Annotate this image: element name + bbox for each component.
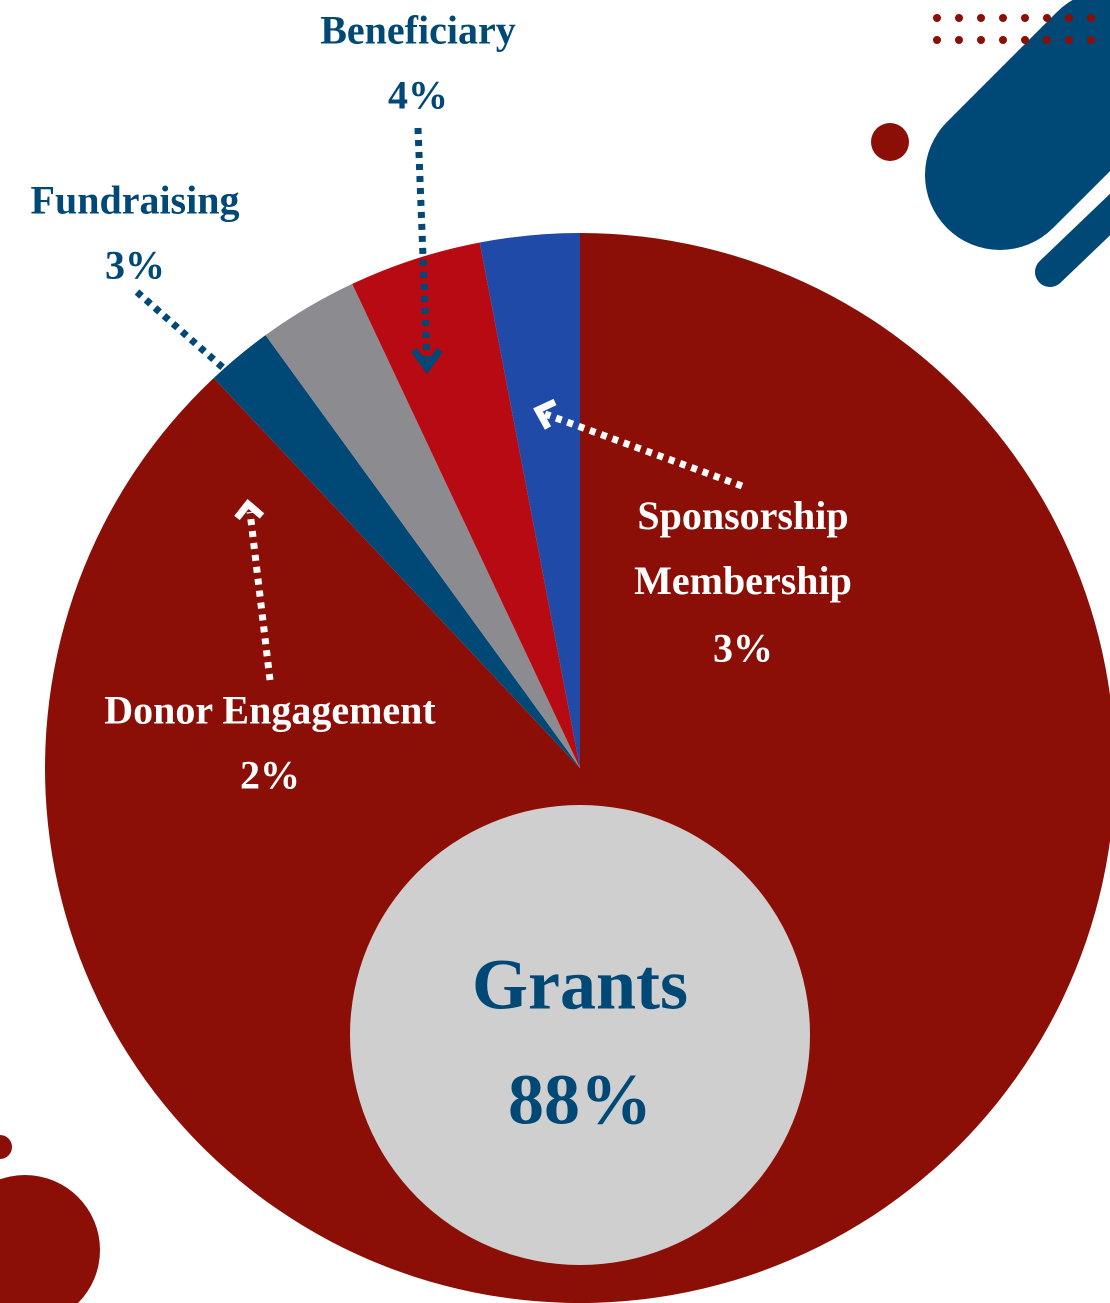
value-label: 3%	[713, 625, 773, 671]
pie-slice	[479, 233, 580, 768]
slices	[45, 233, 1110, 1303]
value-label: 3%	[105, 242, 165, 288]
value-label: 2%	[240, 752, 300, 798]
slice-label: Grants	[472, 944, 688, 1025]
value-label: 4%	[388, 72, 448, 118]
pie-slice	[352, 242, 580, 768]
pie-slice	[45, 233, 1110, 1303]
slice-label: Donor Engagement	[104, 687, 436, 733]
slice-label: Beneficiary	[320, 7, 516, 53]
pie-slice	[265, 283, 580, 768]
arrows	[134, 127, 744, 681]
center-circle	[350, 805, 810, 1265]
value-label: 88%	[508, 1059, 652, 1140]
slice-label: Sponsorship Membership	[634, 493, 852, 603]
slice-label: Fundraising	[30, 177, 240, 223]
pie-slice	[213, 335, 580, 768]
